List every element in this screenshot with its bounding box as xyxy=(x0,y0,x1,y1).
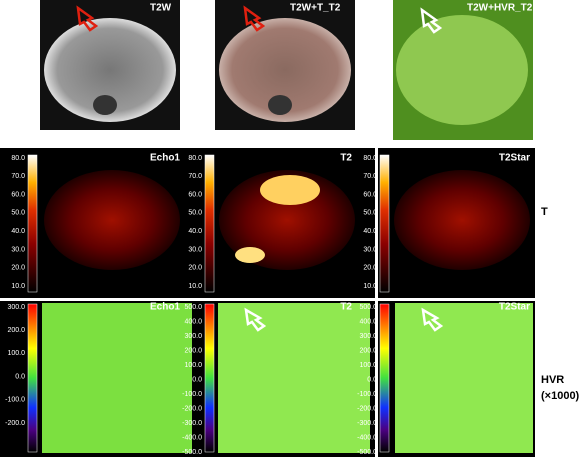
row-sublabel: (×1000) xyxy=(541,390,580,402)
colorbar-tick-label: 100.0 xyxy=(184,362,202,369)
colorbar-tick-label: -500.0 xyxy=(182,449,202,456)
colorbar-tick-label: -100.0 xyxy=(5,397,25,404)
colorbar-tick-label: 70.0 xyxy=(188,173,202,180)
colorbar-tick-label: 300.0 xyxy=(359,333,377,340)
arrow xyxy=(244,307,267,332)
panel-label: T2W+T_T2 xyxy=(290,3,341,14)
colorbar-tick-label: 60.0 xyxy=(188,191,202,198)
colorbar-tick-label: 10.0 xyxy=(188,283,202,290)
colorbar-tick-label: -300.0 xyxy=(182,420,202,427)
colorbar-tick-label: -200.0 xyxy=(182,405,202,412)
colorbar-tick-label: -200.0 xyxy=(5,420,25,427)
anatomy xyxy=(219,18,351,122)
colorbar xyxy=(379,303,390,453)
colorbar xyxy=(379,154,390,293)
panel-label: T2 xyxy=(340,153,352,164)
colorbar xyxy=(204,303,215,453)
anatomy xyxy=(394,170,530,270)
anatomy xyxy=(219,170,355,270)
colorbar-tick-label: 400.0 xyxy=(359,318,377,325)
colorbar-tick-label: 30.0 xyxy=(188,246,202,253)
colorbar xyxy=(204,154,215,293)
colorbar-tick-label: 40.0 xyxy=(188,228,202,235)
row-label: T xyxy=(541,206,548,218)
colorbar-tick-label: 500.0 xyxy=(184,304,202,311)
colorbar-tick-label: -500.0 xyxy=(357,449,377,456)
colorbar-tick-label: 20.0 xyxy=(11,265,25,272)
colorbar-tick-label: 80.0 xyxy=(11,155,25,162)
colorbar-tick-label: -100.0 xyxy=(357,391,377,398)
colorbar-tick-label: -300.0 xyxy=(357,420,377,427)
colorbar-tick-label: 30.0 xyxy=(11,246,25,253)
colorbar-tick-label: 50.0 xyxy=(363,210,377,217)
colorbar-tick-label: -100.0 xyxy=(182,391,202,398)
row-label: HVR xyxy=(541,374,564,386)
colorbar-tick-label: 80.0 xyxy=(363,155,377,162)
panel-label: T2Star xyxy=(499,153,530,164)
colorbar-tick-label: 20.0 xyxy=(363,265,377,272)
colorbar-tick-label: 100.0 xyxy=(7,350,25,357)
colorbar-tick-label: 70.0 xyxy=(11,173,25,180)
hvr-map xyxy=(218,303,370,453)
hotspot xyxy=(235,247,265,263)
colorbar-tick-label: 0.0 xyxy=(367,376,377,383)
colorbar-tick-label: 10.0 xyxy=(363,283,377,290)
colorbar-tick-label: 50.0 xyxy=(11,210,25,217)
colorbar-tick-label: 300.0 xyxy=(7,304,25,311)
spine xyxy=(268,95,292,115)
colorbar-tick-label: 100.0 xyxy=(359,362,377,369)
colorbar-tick-label: 40.0 xyxy=(11,228,25,235)
colorbar-tick-label: 30.0 xyxy=(363,246,377,253)
colorbar-tick-label: 400.0 xyxy=(184,318,202,325)
colorbar-tick-label: 60.0 xyxy=(363,191,377,198)
colorbar-tick-label: 0.0 xyxy=(192,376,202,383)
arrow xyxy=(76,5,99,32)
colorbar-tick-label: 500.0 xyxy=(359,304,377,311)
panel-label: Echo1 xyxy=(150,153,180,164)
colorbar-tick-label: -400.0 xyxy=(182,434,202,441)
anatomy xyxy=(396,15,528,125)
colorbar-tick-label: 50.0 xyxy=(188,210,202,217)
arrow xyxy=(243,5,266,32)
colorbar-tick-label: 80.0 xyxy=(188,155,202,162)
colorbar-tick-label: 20.0 xyxy=(188,265,202,272)
panel-label: Echo1 xyxy=(150,302,180,313)
colorbar-tick-label: 200.0 xyxy=(7,327,25,334)
colorbar-tick-label: -400.0 xyxy=(357,434,377,441)
colorbar-tick-label: 70.0 xyxy=(363,173,377,180)
panel-label: T2W+HVR_T2 xyxy=(467,3,533,14)
hotspot xyxy=(260,175,320,205)
panel-label: T2W xyxy=(150,3,172,14)
colorbar-tick-label: -200.0 xyxy=(357,405,377,412)
panel-label: T2Star xyxy=(499,302,530,313)
arrow xyxy=(420,7,443,34)
colorbar-tick-label: 200.0 xyxy=(359,347,377,354)
hvr-map xyxy=(395,303,533,453)
spine xyxy=(93,95,117,115)
anatomy xyxy=(44,170,180,270)
colorbar-tick-label: 10.0 xyxy=(11,283,25,290)
colorbar-tick-label: 60.0 xyxy=(11,191,25,198)
panel-label: T2 xyxy=(340,302,352,313)
colorbar-tick-label: 200.0 xyxy=(184,347,202,354)
colorbar xyxy=(27,303,38,453)
colorbar-tick-label: 40.0 xyxy=(363,228,377,235)
colorbar-tick-label: 300.0 xyxy=(184,333,202,340)
colorbar xyxy=(27,154,38,293)
hvr-map xyxy=(42,303,192,453)
anatomy xyxy=(44,18,176,122)
arrow xyxy=(421,307,444,332)
colorbar-tick-label: 0.0 xyxy=(15,373,25,380)
